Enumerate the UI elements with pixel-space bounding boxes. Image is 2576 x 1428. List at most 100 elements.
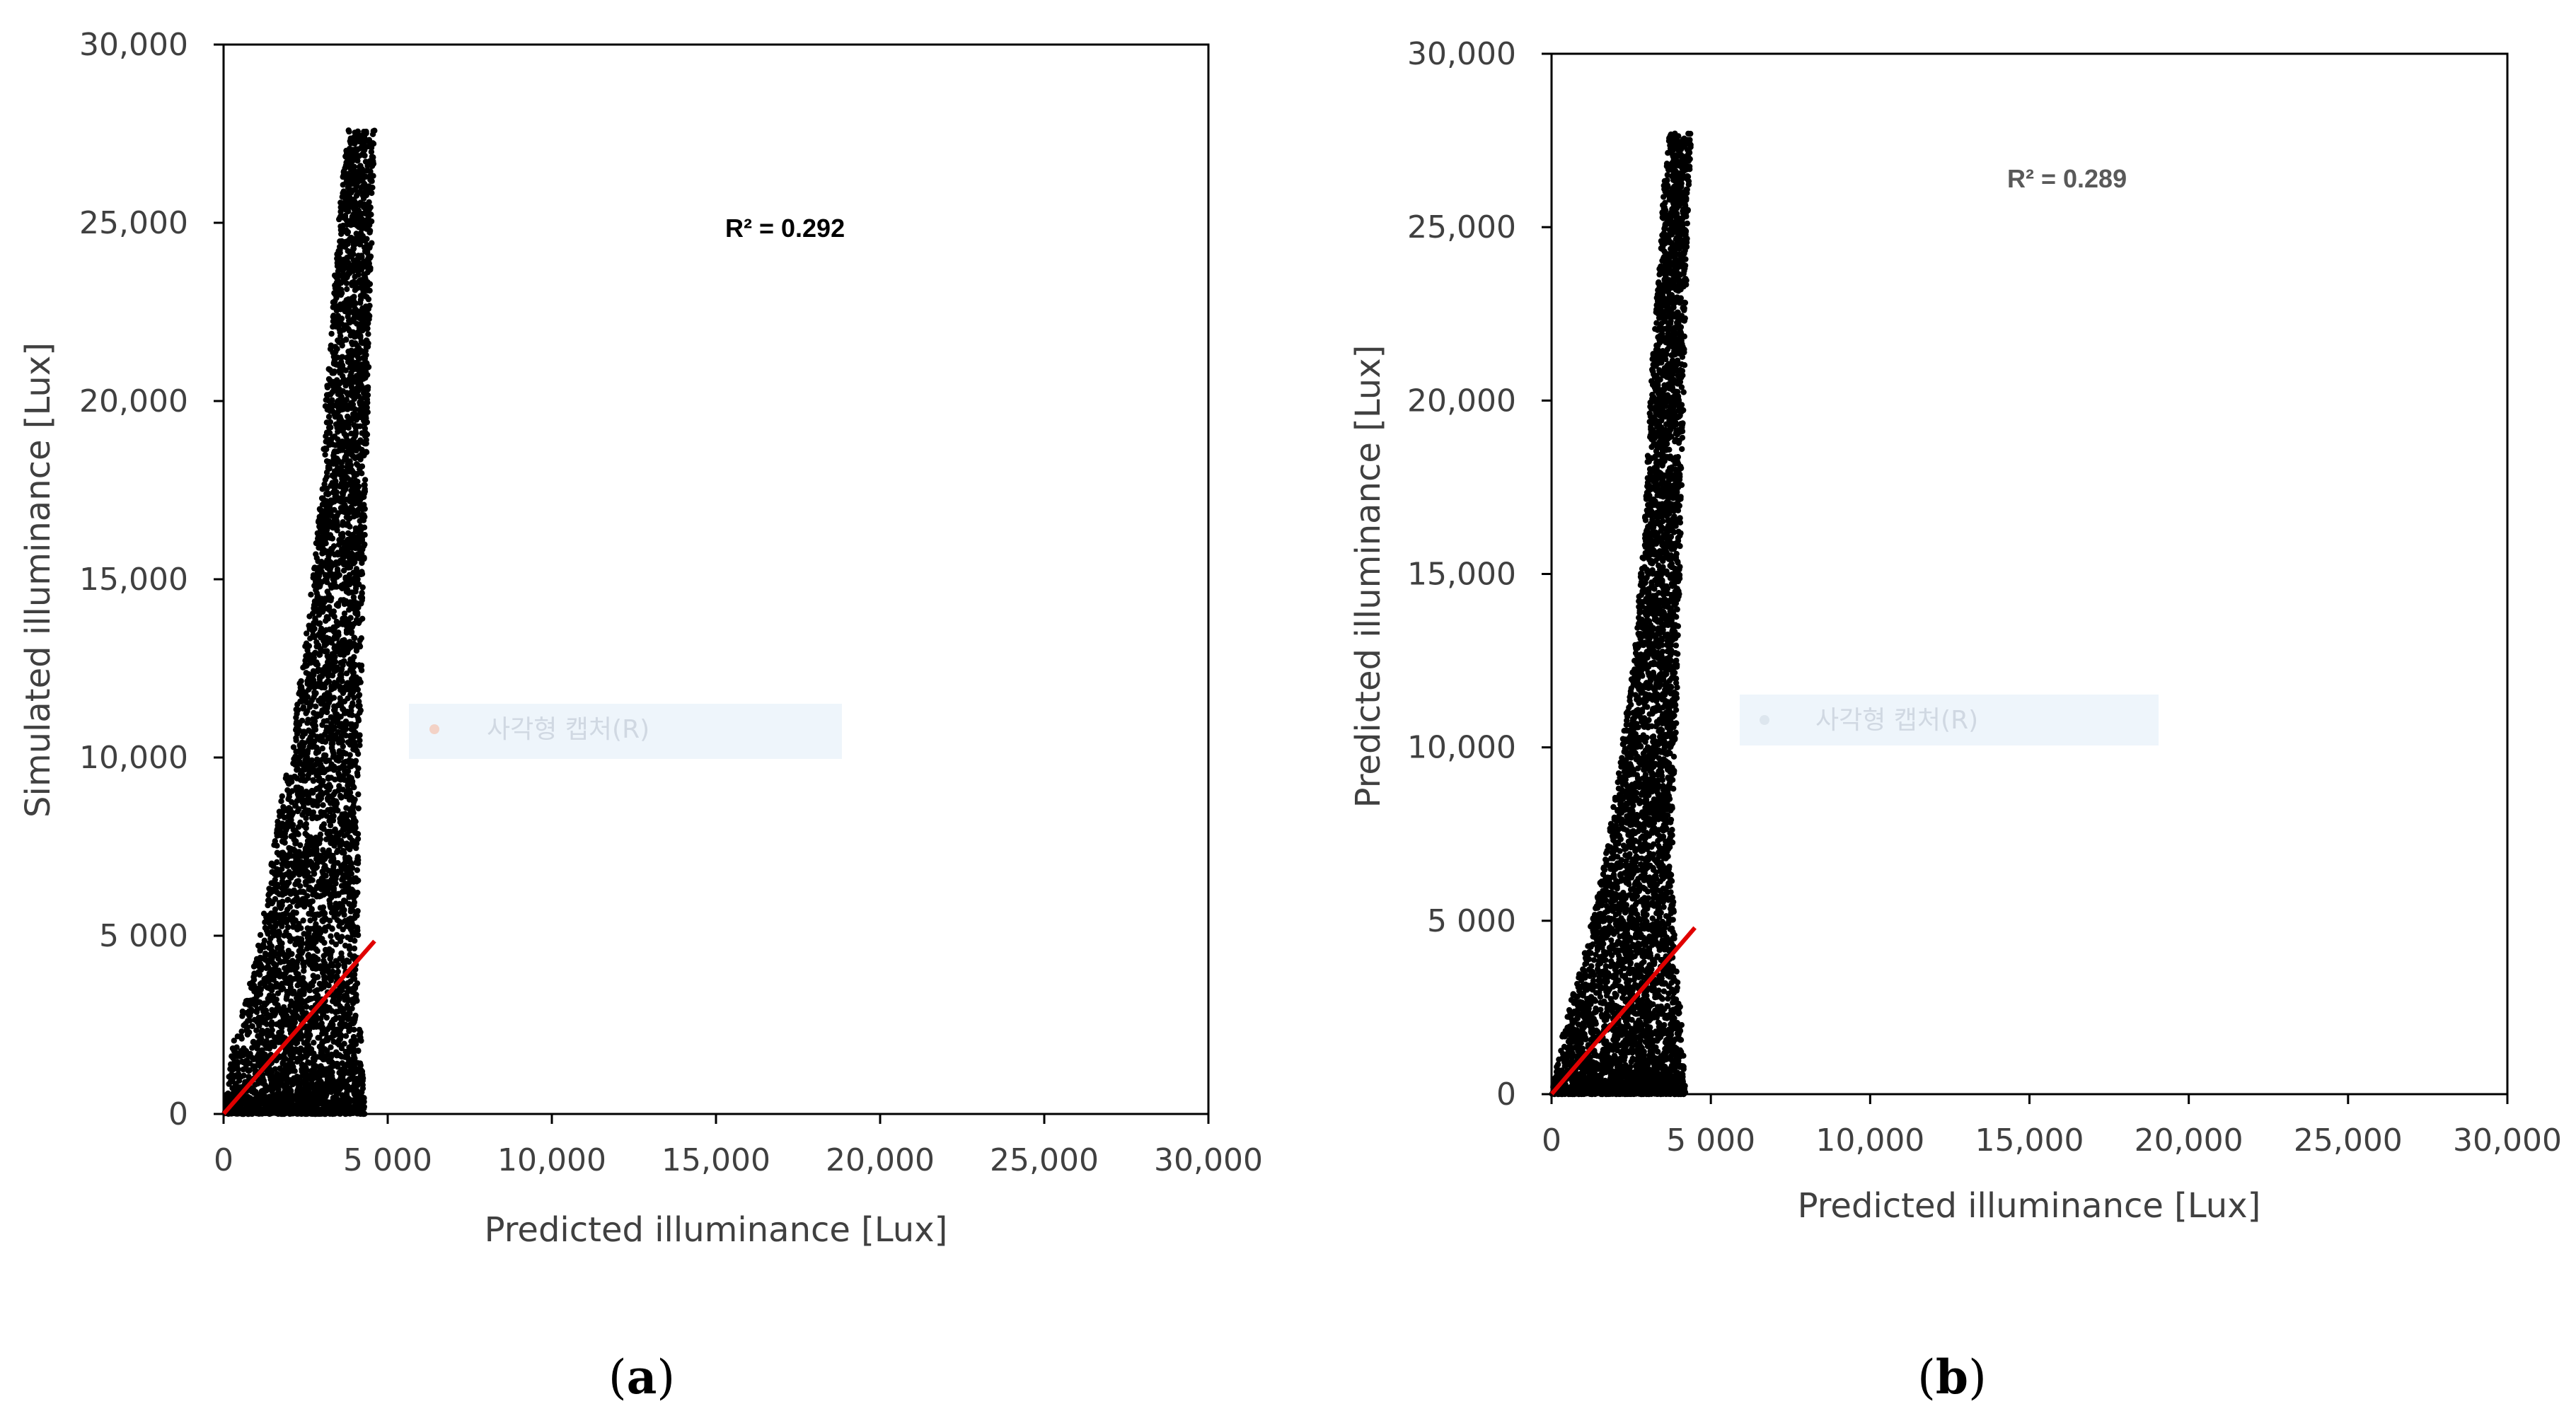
scatter-point-a [333,315,339,322]
scatter-point-a [350,731,357,738]
scatter-point-a [275,956,282,962]
scatter-point-a [263,965,270,972]
scatter-point-a [338,238,345,245]
scatter-point-a [278,987,284,993]
scatter-point-a [352,1041,359,1047]
scatter-point-a [348,1038,354,1045]
scatter-point-a [320,802,326,808]
scatter-point-a [355,1047,362,1054]
scatter-point-a [354,342,360,349]
scatter-point-a [320,982,326,988]
scatter-point-a [337,793,344,799]
scatter-point-a [306,727,312,733]
scatter-point-a [344,274,350,281]
scatter-point-a [308,1021,315,1028]
scatter-point-a [325,796,331,803]
scatter-point-a [350,279,357,285]
scatter-point-a [297,842,304,849]
scatter-point-a [293,737,299,743]
scatter-point-a [260,1077,267,1084]
scatter-point-a [338,231,345,237]
scatter-point-a [363,168,370,174]
scatter-point-a [246,1008,253,1014]
scatter-point-a [320,953,327,959]
scatter-point-a [288,1100,294,1106]
scatter-point-a [335,603,342,609]
scatter-point-a [359,494,366,501]
scatter-point-a [359,192,366,199]
scatter-point-a [275,1002,281,1009]
scatter-point-a [286,823,292,830]
scatter-point-a [342,997,348,1003]
scatter-point-a [287,813,293,820]
scatter-point-a [258,1028,265,1035]
scatter-point-a [327,902,333,910]
scatter-point-a [334,1081,340,1088]
scatter-point-a [284,980,291,987]
scatter-point-a [336,683,342,690]
scatter-point-a [316,774,323,782]
scatter-point-a [350,1057,357,1063]
scatter-point-a [348,384,355,390]
scatter-point-a [351,134,357,141]
scatter-point-a [299,1007,305,1014]
scatter-point-a [319,738,325,745]
scatter-point-a [355,620,362,627]
scatter-point-a [307,684,313,690]
scatter-point-a [345,228,352,236]
scatter-point-a [341,261,347,267]
scatter-point-a [354,542,362,549]
scatter-point-a [327,366,333,373]
scatter-point-a [348,604,354,610]
scatter-point-a [248,1103,254,1109]
scatter-point-a [355,791,362,798]
scatter-point-a [323,1066,330,1072]
scatter-point-a [320,809,327,816]
scatter-point-a [359,584,366,591]
scatter-point-a [350,1000,357,1006]
scatter-point-a [350,985,356,992]
scatter-point-a [326,849,333,856]
scatter-point-a [346,1062,352,1069]
scatter-point-a [352,937,358,944]
scatter-point-a [291,853,297,859]
scatter-point-a [323,490,330,497]
scatter-cloud-a [221,127,378,1118]
scatter-point-a [323,474,330,480]
scatter-point-a [308,787,316,794]
scatter-point-a [339,621,346,627]
scatter-point-a [291,1000,299,1006]
scatter-point-a [303,789,310,795]
scatter-point-a [358,349,364,355]
scatter-point-a [323,439,329,445]
scatter-point-a [247,980,253,987]
scatter-point-a [323,680,330,686]
scatter-point-a [357,501,363,507]
scatter-point-a [337,695,343,702]
scatter-point-a [251,1016,258,1023]
scatter-point-a [357,552,364,559]
scatter-point-a [351,1026,357,1033]
scatter-point-a [324,1034,330,1041]
scatter-point-a [313,921,319,927]
scatter-point-a [362,541,368,547]
scatter-point-a [311,692,318,698]
scatter-point-a [251,972,258,979]
scatter-point-a [341,1011,347,1018]
scatter-point-a [347,978,354,985]
scatter-point-a [323,916,329,922]
scatter-point-a [262,953,268,960]
scatter-point-a [306,996,313,1003]
scatter-point-a [350,669,356,675]
scatter-point-a [334,251,340,257]
scatter-point-a [328,774,335,781]
scatter-point-a [366,158,374,164]
scatter-point-a [335,832,342,840]
scatter-point-a [284,994,290,1001]
scatter-point-a [328,550,334,557]
scatter-point-a [314,1054,320,1060]
scatter-point-a [297,819,304,826]
scatter-point-a [248,1023,255,1029]
scatter-point-a [294,1091,301,1097]
